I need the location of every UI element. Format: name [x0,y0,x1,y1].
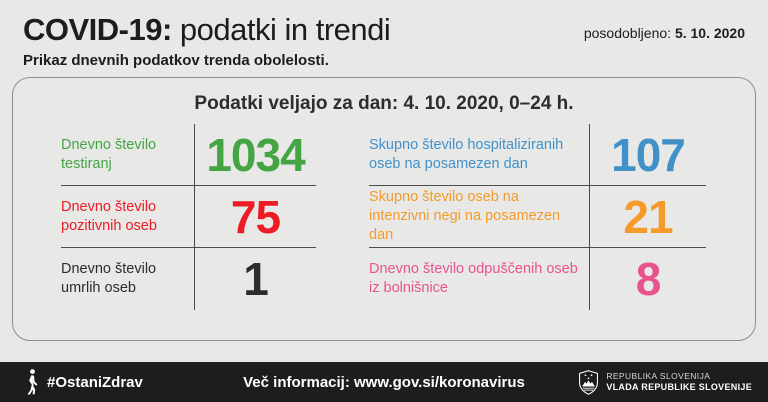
updated-label: posodobljeno: [583,25,675,41]
stat-label: Skupno število hospitaliziranih oseb na … [369,136,564,172]
updated-timestamp: posodobljeno: 5. 10. 2020 [584,25,745,41]
stat-label: Skupno število oseb na intenzivni negi n… [369,189,561,244]
ostani-zdrav-brand: #OstaniZdrav [25,369,143,395]
page-subtitle: Prikaz dnevnih podatkov trenda obolelost… [23,52,329,70]
stat-daily-deaths: Dnevno število umrlih oseb 1 [61,248,316,311]
stat-icu-total: Skupno število oseb na intenzivni negi n… [369,186,706,249]
stat-value: 107 [589,124,706,186]
stat-label: Dnevno število testiranj [61,136,157,172]
walking-person-icon [25,369,38,395]
stat-label: Dnevno število odpuščenih oseb iz bolniš… [369,261,578,297]
header: COVID-19: podatki in trendi posodobljeno… [0,0,768,69]
stat-daily-tests: Dnevno število testiranj 1034 [61,124,316,187]
stat-value: 8 [589,248,706,311]
page-title: COVID-19: podatki in trendi [23,12,391,47]
government-brand: REPUBLIKA SLOVENIJA VLADA REPUBLIKE SLOV… [579,369,752,395]
footer: #OstaniZdrav Več informacij: www.gov.si/… [0,362,768,402]
stat-label: Dnevno število umrlih oseb [61,261,157,297]
page-title-rest: podatki in trendi [171,12,391,47]
page-title-bold: COVID-19: [23,12,172,47]
stat-value: 75 [194,186,316,248]
slovenia-coat-of-arms-icon [579,369,599,395]
card-title: Podatki veljajo za dan: 4. 10. 2020, 0–2… [194,93,574,115]
stat-daily-positive: Dnevno število pozitivnih oseb 75 [61,186,316,249]
stat-value: 1034 [194,124,316,186]
updated-date: 5. 10. 2020 [674,25,745,41]
gov-line2: VLADA REPUBLIKE SLOVENIJE [606,381,752,392]
stats-card: Podatki veljajo za dan: 4. 10. 2020, 0–2… [12,77,756,342]
stat-label: Dnevno število pozitivnih oseb [61,198,157,234]
stat-daily-discharged: Dnevno število odpuščenih oseb iz bolniš… [369,248,706,311]
gov-line1: REPUBLIKA SLOVENIJA [606,371,711,382]
stats-grid: Dnevno število testiranj 1034 Skupno šte… [13,115,755,311]
stat-value: 21 [589,186,706,248]
stat-value: 1 [194,248,316,311]
hashtag-label: #OstaniZdrav [47,373,143,391]
stat-hospitalized-total: Skupno število hospitaliziranih oseb na … [369,124,706,187]
